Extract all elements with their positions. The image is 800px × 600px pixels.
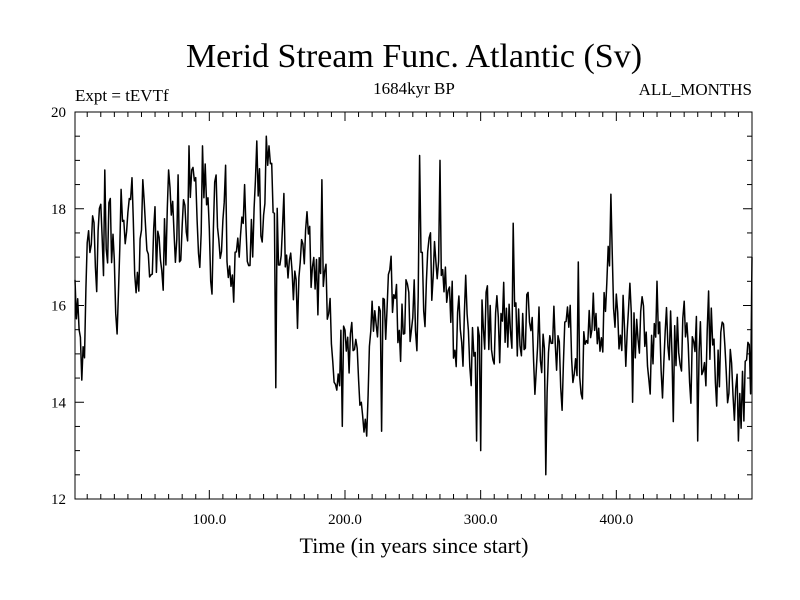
y-tick-label: 16 bbox=[51, 299, 67, 315]
x-tick-label: 200.0 bbox=[328, 512, 362, 528]
y-tick-label: 14 bbox=[51, 395, 67, 411]
chart-title: Merid Stream Func. Atlantic (Sv) bbox=[186, 38, 642, 75]
y-tick-label: 20 bbox=[51, 105, 66, 121]
x-tick-label: 400.0 bbox=[599, 512, 633, 528]
y-tick-label: 12 bbox=[51, 492, 66, 508]
experiment-label: Expt = tEVTf bbox=[75, 86, 169, 105]
series-line bbox=[74, 135, 753, 476]
months-label: ALL_MONTHS bbox=[639, 80, 752, 99]
x-tick-label: 100.0 bbox=[192, 512, 226, 528]
period-label: 1684kyr BP bbox=[373, 79, 455, 98]
y-tick-label: 18 bbox=[51, 202, 66, 218]
x-axis-label: Time (in years since start) bbox=[300, 533, 529, 558]
x-tick-label: 300.0 bbox=[464, 512, 498, 528]
x-axis: 100.0 200.0 300.0 400.0 bbox=[86, 112, 739, 528]
